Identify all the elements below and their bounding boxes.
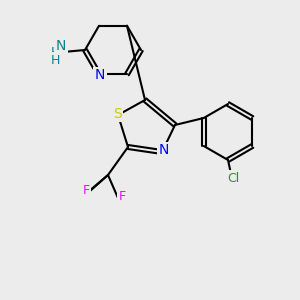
Text: H: H [50, 46, 60, 59]
Text: H: H [50, 53, 60, 67]
Text: Cl: Cl [227, 172, 239, 184]
Text: S: S [112, 107, 122, 121]
Text: N: N [159, 143, 169, 157]
Text: F: F [118, 190, 126, 203]
Text: N: N [95, 68, 105, 82]
Text: F: F [82, 184, 90, 197]
Text: N: N [56, 39, 66, 53]
